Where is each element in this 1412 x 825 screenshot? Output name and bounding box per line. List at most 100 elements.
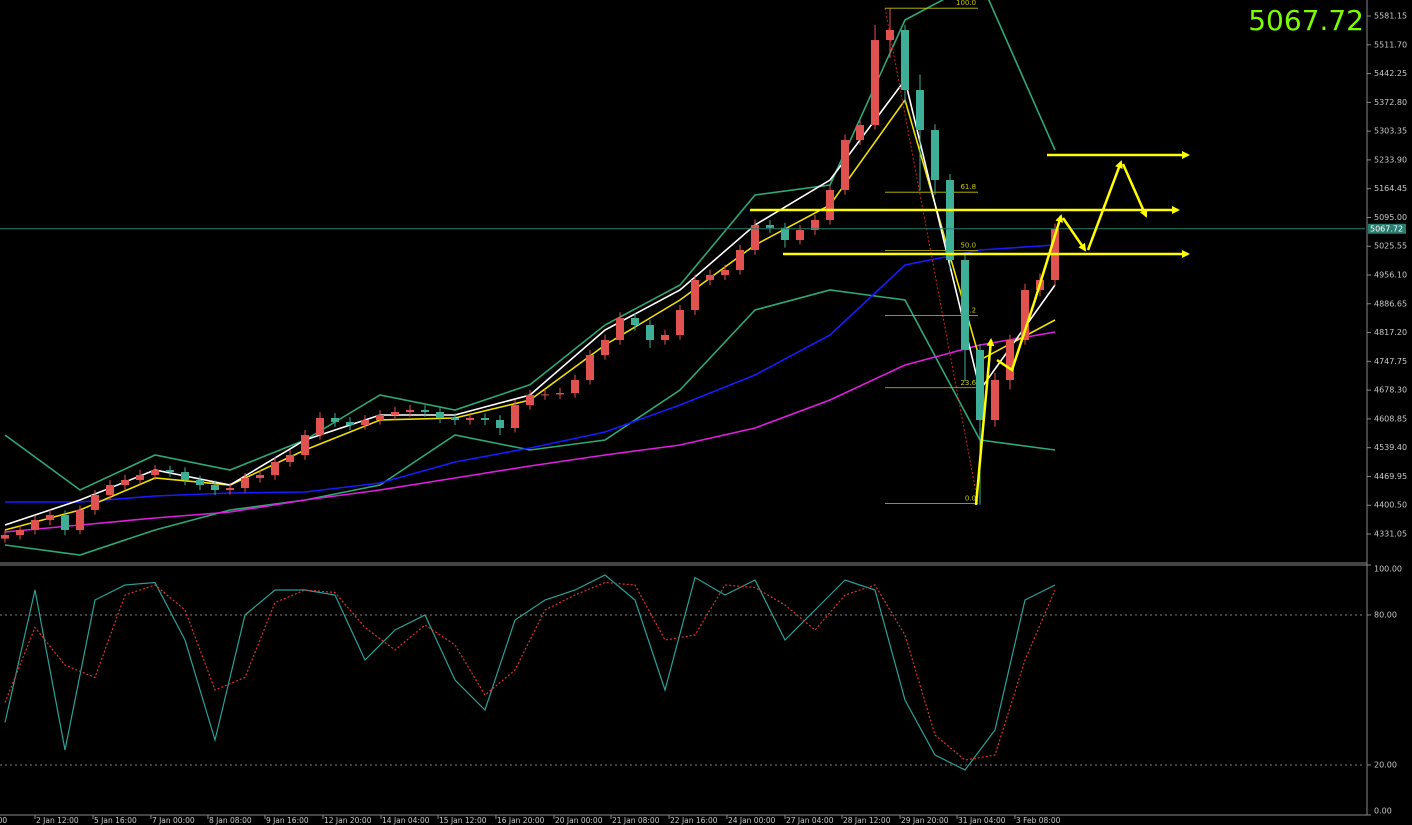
x-tick-label: 31 Jan 04:00	[958, 816, 1006, 825]
candle-body	[165, 470, 174, 473]
y-tick-label: 4678.30	[1374, 386, 1407, 395]
candle-body	[450, 418, 459, 420]
candle-body	[630, 318, 639, 326]
y-tick-label: 4400.50	[1374, 501, 1407, 510]
candle-body	[525, 395, 534, 406]
candle-body	[15, 530, 24, 536]
candle-body	[645, 325, 654, 341]
x-tick-label: 5 Jan 16:00	[94, 816, 137, 825]
arrow	[1061, 217, 1087, 252]
y-tick-label: 5164.45	[1374, 184, 1407, 193]
y-tick-label: 100.00	[1374, 565, 1402, 574]
x-tick-label: 12 Jan 20:00	[324, 816, 372, 825]
candle-body	[0, 535, 9, 539]
x-tick-label: c 08:00	[0, 816, 7, 825]
candle-body	[420, 410, 429, 413]
candle-body	[105, 485, 114, 495]
candle-body	[720, 269, 729, 276]
candle-body	[930, 130, 939, 180]
candle-body	[330, 418, 339, 422]
x-tick-label: 28 Jan 12:00	[843, 816, 891, 825]
y-tick-label: 5303.35	[1374, 127, 1407, 136]
arrow	[1086, 160, 1123, 251]
candle-body	[60, 515, 69, 531]
candle-body	[480, 418, 489, 420]
candle-body	[945, 179, 954, 261]
candle-body	[660, 335, 669, 341]
x-tick-label: 20 Jan 00:00	[555, 816, 603, 825]
y-tick-label: 5442.25	[1374, 69, 1407, 78]
candle-body	[900, 29, 909, 90]
y-tick-label: 5372.80	[1374, 98, 1407, 107]
x-tick-label: 2 Jan 12:00	[36, 816, 79, 825]
candle-body	[405, 410, 414, 413]
candle-body	[555, 393, 564, 395]
x-tick-label: 8 Jan 08:00	[209, 816, 252, 825]
y-tick-label: 4817.20	[1374, 328, 1407, 337]
candle-body	[435, 412, 444, 419]
arrow	[996, 214, 1064, 372]
x-tick-label: 9 Jan 16:00	[266, 816, 309, 825]
candle-body	[765, 225, 774, 228]
drawings	[750, 151, 1190, 506]
fib-label: 0.0	[965, 494, 976, 502]
candle-body	[810, 219, 819, 231]
candle-body	[270, 462, 279, 476]
candle-body	[495, 419, 504, 428]
candle-body	[30, 520, 39, 531]
y-tick-label: 5581.15	[1374, 12, 1407, 21]
y-tick-label: 4331.05	[1374, 530, 1407, 539]
y-tick-label: 4956.10	[1374, 271, 1407, 280]
current-price-big: 5067.72	[1248, 4, 1364, 37]
y-tick-label: 4539.40	[1374, 443, 1407, 452]
x-tick-label: 27 Jan 04:00	[786, 816, 834, 825]
candle-body	[870, 40, 879, 126]
x-tick-label: 22 Jan 16:00	[670, 816, 718, 825]
candle-body	[840, 140, 849, 190]
x-tick-label: 7 Jan 00:00	[152, 816, 195, 825]
candle-body	[675, 310, 684, 336]
indicator-line	[4, 0, 1056, 491]
candle-body	[1020, 290, 1029, 341]
candle-body	[390, 412, 399, 415]
candle-body	[285, 455, 294, 463]
y-tick-label: 4886.65	[1374, 299, 1407, 308]
x-tick-label: 21 Jan 08:00	[612, 816, 660, 825]
candle-body	[345, 421, 354, 426]
labels: 5581.15 5511.70 5442.25 5372.80 5303.35 5233.…	[0, 4, 1407, 825]
candle-body	[465, 418, 474, 420]
y-tick-label: 4747.75	[1374, 357, 1407, 366]
candle-body	[825, 189, 834, 220]
fib-label: 23.6	[960, 379, 976, 387]
candle-body	[360, 419, 369, 426]
candle-body	[120, 479, 129, 486]
candle-body	[375, 414, 384, 420]
x-tick-label: 24 Jan 00:00	[728, 816, 776, 825]
candle-body	[735, 249, 744, 270]
axes	[0, 0, 1371, 819]
candle-body	[915, 89, 924, 131]
candle-body	[45, 515, 54, 521]
price-panel: 100.061.850.038.223.60.0	[0, 0, 1365, 556]
candle-body	[690, 280, 699, 311]
arrow	[974, 338, 995, 506]
y-tick-label: 0.00	[1374, 807, 1392, 816]
candle-body	[180, 472, 189, 480]
candle-body	[615, 318, 624, 341]
current-price-box	[1368, 223, 1406, 234]
candle-body	[705, 275, 714, 281]
candle-body	[300, 434, 309, 456]
candle-body	[600, 340, 609, 356]
x-tick-label: 29 Jan 20:00	[901, 816, 949, 825]
indicator-line	[5, 244, 1056, 503]
candle-body	[885, 29, 894, 41]
x-tick-label: 14 Jan 04:00	[382, 816, 430, 825]
fib-label: 50.0	[960, 242, 976, 250]
y-tick-label: 4469.95	[1374, 472, 1407, 481]
candle-body	[585, 355, 594, 381]
candle-body	[210, 485, 219, 491]
y-tick-label: 5095.00	[1374, 213, 1407, 222]
candle-body	[855, 125, 864, 141]
